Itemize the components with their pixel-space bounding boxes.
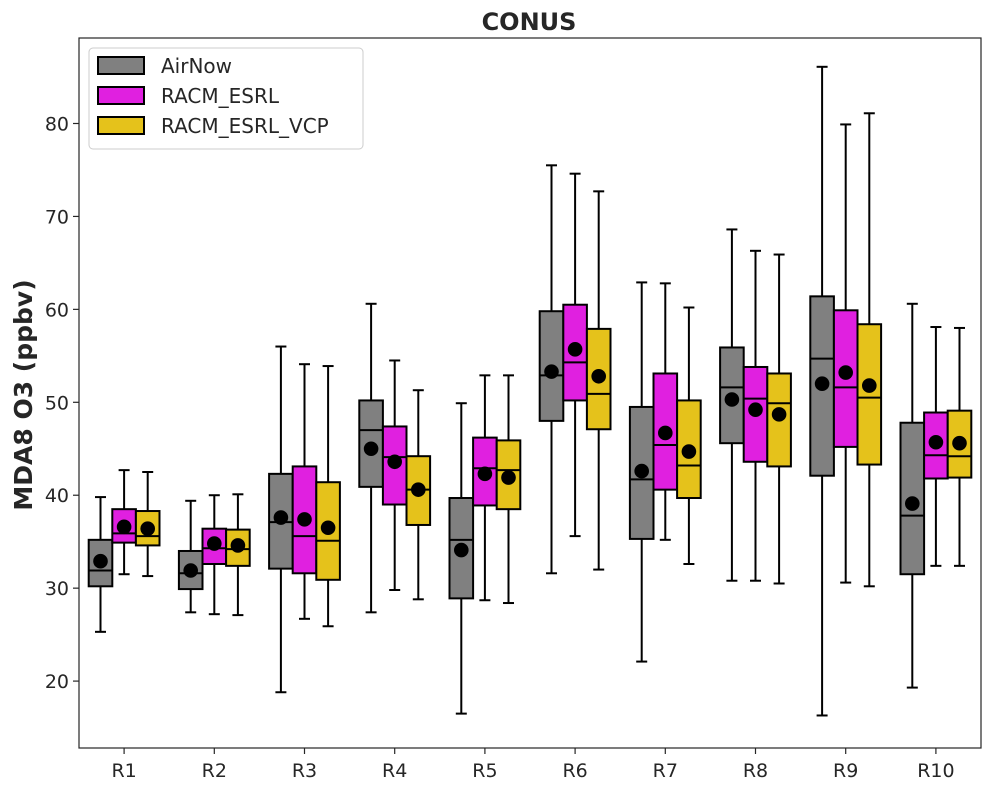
mean-marker — [273, 510, 289, 525]
x-tick-label: R2 — [202, 760, 227, 782]
box-airnow-r4 — [358, 302, 384, 614]
box-airnow-r10 — [899, 302, 926, 689]
box-racm-esrl-vcp-r1 — [134, 470, 161, 578]
box-racm-esrl-vcp-r7 — [676, 306, 702, 565]
axes: 20 30 40 50 60 70 80 R1 R2 R3 R4 R5 R6 R7 R8 R9 R10 — [45, 113, 955, 782]
box-racm-esrl-r9 — [832, 123, 859, 584]
box-racm-esrl-r8 — [742, 249, 769, 582]
box-airnow-r7 — [628, 281, 655, 663]
legend-frame — [88, 47, 364, 150]
mean-marker — [501, 470, 516, 485]
box-racm-esrl-r7 — [652, 282, 679, 541]
mean-marker — [814, 376, 830, 392]
box-airnow-r8 — [719, 228, 745, 582]
mean-marker — [748, 402, 763, 418]
mean-marker — [93, 553, 108, 569]
mean-marker — [411, 482, 426, 497]
mean-marker — [681, 444, 697, 459]
mean-marker — [230, 538, 246, 553]
chart-title: CONUS — [482, 8, 577, 36]
box-racm-esrl-vcp-r8 — [766, 253, 792, 585]
y-tick-label: 20 — [45, 671, 69, 693]
box-racm-esrl-r4 — [381, 359, 408, 592]
mean-marker — [116, 519, 132, 535]
box-airnow-r3 — [268, 345, 294, 694]
box-racm-esrl-r10 — [923, 326, 949, 567]
legend-label: RACM_ESRL_VCP — [161, 114, 329, 138]
box-airnow-r5 — [448, 402, 475, 715]
mean-marker — [140, 521, 155, 536]
x-tick-label: R3 — [292, 760, 317, 782]
y-axis-label: MDA8 O3 (ppbv) — [9, 279, 38, 510]
box-racm-esrl-vcp-r2 — [225, 493, 251, 617]
box-airnow-r6 — [538, 164, 565, 575]
box-racm-esrl-r6 — [562, 172, 588, 538]
box-racm-esrl-vcp-r3 — [315, 365, 341, 628]
box-racm-esrl-vcp-r6 — [585, 190, 612, 571]
box-airnow-r9 — [809, 65, 835, 717]
mean-marker — [658, 425, 673, 441]
y-tick-label: 50 — [45, 392, 69, 414]
mean-marker — [838, 365, 853, 380]
box-racm-esrl-vcp-r4 — [405, 389, 432, 601]
mean-marker — [207, 536, 222, 551]
mean-marker — [387, 454, 403, 470]
legend: AirNow RACM_ESRL RACM_ESRL_VCP — [88, 47, 364, 150]
mean-marker — [544, 364, 559, 379]
plot-area — [87, 65, 973, 717]
x-tick-label: R7 — [653, 760, 678, 782]
box-racm-esrl-vcp-r10 — [946, 326, 973, 567]
mean-marker — [183, 563, 198, 578]
mean-marker — [634, 463, 649, 479]
y-tick-label: 70 — [45, 206, 69, 228]
y-tick-label: 30 — [45, 578, 69, 600]
box-airnow-r1 — [87, 496, 114, 633]
legend-swatch — [97, 56, 145, 75]
x-tick-label: R4 — [382, 760, 407, 782]
x-tick-label: R10 — [917, 760, 954, 782]
box-racm-esrl-r5 — [472, 374, 498, 602]
mean-marker — [320, 520, 336, 536]
mean-marker — [928, 434, 944, 450]
box-racm-esrl-vcp-r5 — [495, 374, 522, 605]
box-racm-esrl-r1 — [111, 469, 137, 576]
mean-marker — [567, 342, 583, 357]
mean-marker — [862, 378, 877, 393]
box-airnow-r2 — [177, 499, 204, 614]
mean-marker — [591, 368, 606, 384]
x-tick-label: R9 — [833, 760, 858, 782]
mean-marker — [454, 542, 469, 558]
y-tick-label: 80 — [45, 113, 69, 135]
box-racm-esrl-r3 — [291, 363, 318, 620]
x-tick-label: R8 — [743, 760, 768, 782]
mean-marker — [363, 441, 379, 457]
mean-marker — [771, 407, 787, 422]
mean-marker — [905, 496, 920, 511]
box-racm-esrl-vcp-r9 — [856, 112, 883, 588]
mean-marker — [952, 435, 967, 451]
x-tick-label: R1 — [111, 760, 136, 782]
x-tick-label: R6 — [562, 760, 587, 782]
legend-swatch — [97, 116, 145, 135]
legend-label: RACM_ESRL — [161, 84, 280, 108]
mean-marker — [477, 466, 493, 482]
box-racm-esrl-r2 — [201, 494, 228, 616]
y-tick-label: 40 — [45, 485, 69, 507]
mean-marker — [297, 512, 312, 527]
box-body — [856, 323, 883, 466]
x-tick-label: R5 — [472, 760, 497, 782]
legend-label: AirNow — [161, 54, 232, 78]
plot-frame — [78, 37, 982, 749]
mean-marker — [724, 392, 740, 407]
legend-swatch — [97, 86, 145, 105]
y-tick-label: 60 — [45, 299, 69, 321]
